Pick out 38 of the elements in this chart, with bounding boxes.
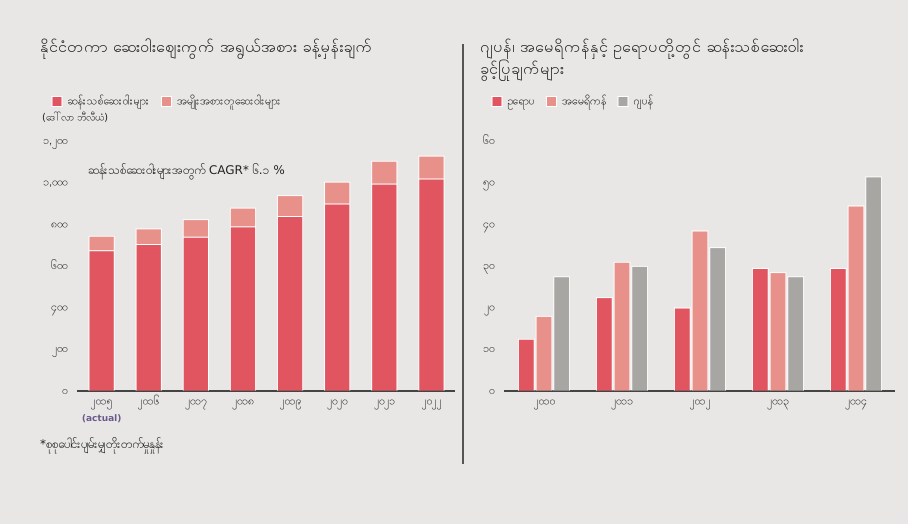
x-tick-label: ၂၀၁၈	[232, 395, 254, 410]
chart-title: နိုင်ငံတကာ ဆေးဝါးဈေးကွက် အရွယ်အစား ခန့်မှန်းချက်	[40, 36, 374, 61]
x-tick-label: ၂၀၁၂	[690, 395, 710, 410]
legend-label: ဂျပန်	[634, 94, 652, 110]
x-tick-label: ၂၀၁၆	[138, 394, 160, 410]
x-tick-label: ၂၀၁၀	[534, 395, 554, 410]
annotation: ဆန်းသစ်ဆေးဝါးများအတွက် CAGR* ၆.၁ %	[88, 162, 285, 180]
y-tick-label: ၈၀၀	[51, 218, 68, 230]
y-tick-label: ၅၀	[483, 176, 494, 191]
x-tick-label: ၂၀၁၉	[280, 395, 301, 410]
text: (actual)	[82, 414, 122, 424]
y-tick-label: ၁,၂၀၀	[42, 135, 68, 150]
x-tick-label: ၂၀၂၁	[374, 395, 395, 410]
y-tick-label: ၆၀	[483, 134, 494, 148]
y-tick-label: ၁၀	[483, 343, 494, 356]
y-tick-label: ၄၀	[483, 218, 494, 232]
x-tick-label: ၂၀၂၀	[327, 395, 348, 410]
x-tick-label: ၂၀၂၂	[421, 395, 442, 410]
legend-label: ဆန်းသစ်ဆေးဝါးများ	[68, 94, 150, 110]
x-tick-label: ၂၀၁၇	[184, 395, 207, 410]
x-tick-label: ၂၀၁၅	[90, 395, 113, 410]
x-tick-label: ၂၀၁၃	[767, 395, 789, 410]
legend-label: ဥရောပ	[508, 94, 534, 110]
y-tick-label: ၃၀	[483, 260, 494, 274]
x-tick-label: ၂၀၁၄	[845, 395, 867, 410]
legend-label: အမျိုးအစားတူဆေးဝါးများ	[177, 94, 281, 110]
x-tick-label: ၂၀၁၁	[611, 395, 633, 410]
y-tick-label: ၁,၀၀၀	[42, 176, 68, 189]
y-tick-label: ၆၀၀	[51, 258, 68, 272]
y-tick-label: ၀	[62, 384, 68, 397]
y-axis-title: (ဒေါ်လာ ဘီလီယံ)	[42, 110, 108, 124]
y-tick-label: ၀	[489, 384, 494, 397]
chart-title: ဂျပန်၊ အမေရိကန်နှင့် ဥရောပတို့တွင် ဆန်းသစ်ဆေးဝါး ခွင့်ပြုချက်များ	[480, 36, 804, 83]
y-tick-label: ၄၀၀	[51, 302, 68, 316]
text: *စုစုပေါင်းပျမ်းမျှတိုးတက်မှုနှုန်း	[40, 436, 165, 454]
legend-label: အမေရိကန်	[562, 94, 606, 110]
y-tick-label: ၂၀	[484, 302, 494, 316]
y-tick-label: ၂၀၀	[52, 343, 68, 358]
